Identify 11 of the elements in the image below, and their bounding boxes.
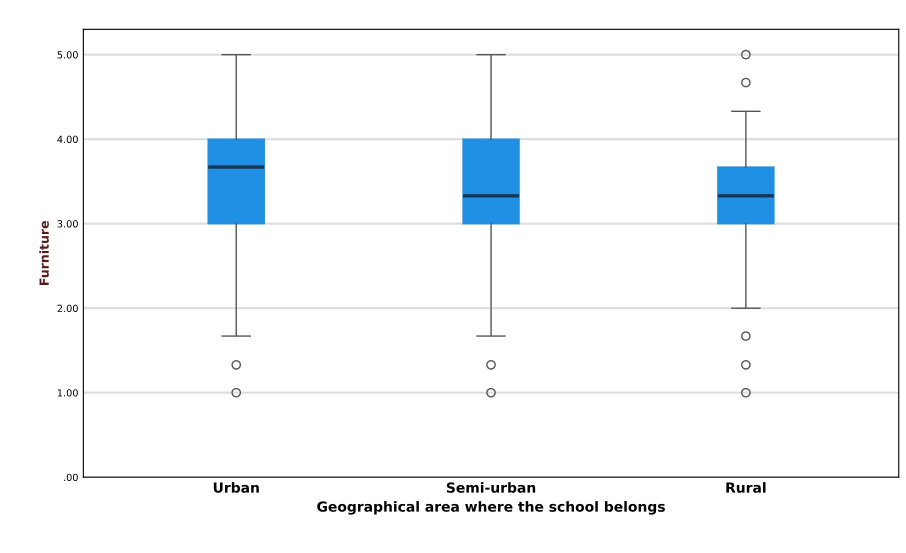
y-tick-label: .00 xyxy=(64,474,78,482)
y-tick-label: 3.00 xyxy=(58,220,78,228)
y-tick-label: 4.00 xyxy=(57,136,78,144)
x-axis-title: Geographical area where the school belongs xyxy=(317,501,665,515)
y-tick-label: 1.00 xyxy=(58,389,78,397)
y-tick-label: 5.00 xyxy=(58,51,78,58)
y-axis-title: Furniture xyxy=(39,221,49,285)
x-tick-label: Semi-urban xyxy=(446,482,536,493)
y-tick-label: 2.00 xyxy=(58,304,78,312)
x-tick-label: Urban xyxy=(214,482,259,493)
x-tick-label: Rural xyxy=(726,482,766,493)
